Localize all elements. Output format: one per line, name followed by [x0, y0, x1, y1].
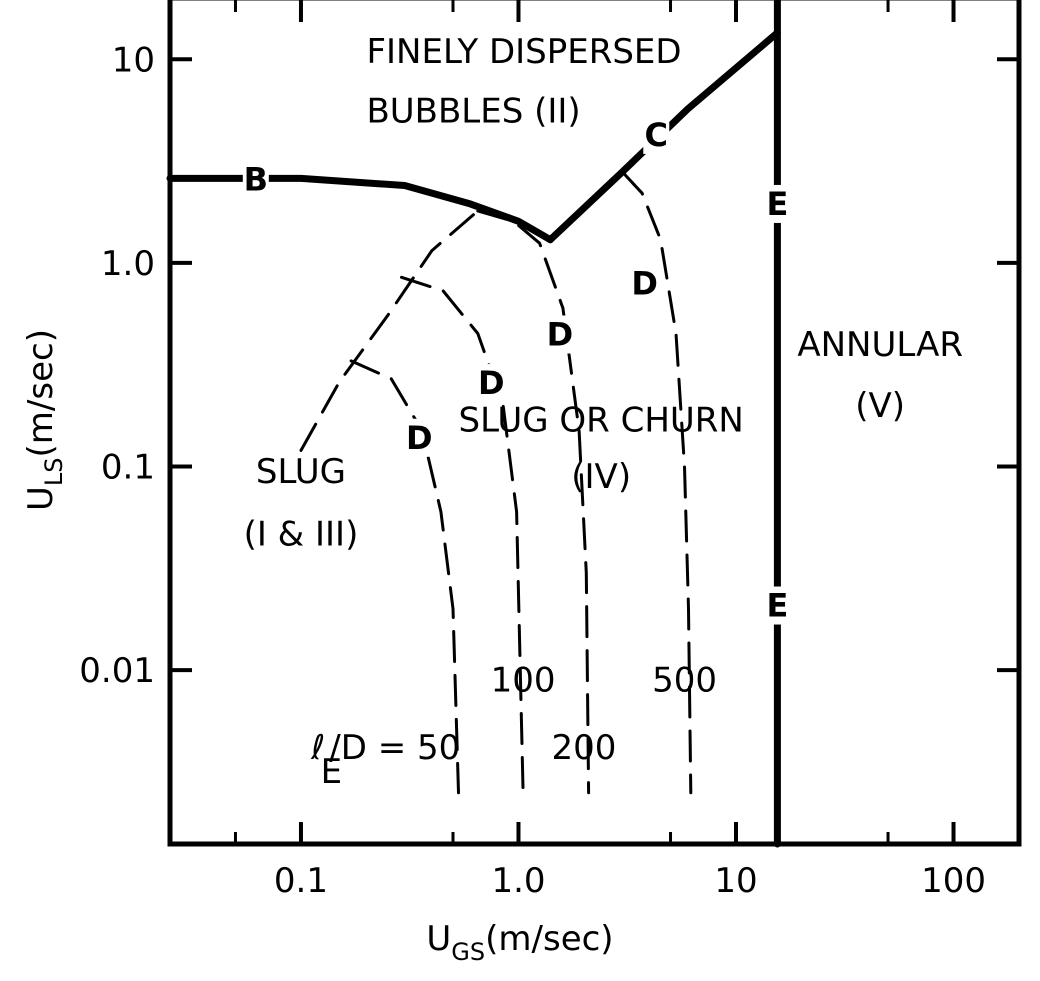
curve-label-e: E [766, 185, 788, 223]
region-label: BUBBLES (II) [366, 92, 580, 132]
boundary-curves [166, 0, 781, 848]
region-label: SLUG [256, 452, 346, 492]
region-label: (IV) [571, 457, 631, 497]
curve-label-bg [478, 364, 505, 403]
curve-label-d: D [631, 265, 658, 303]
region-label: SLUG OR CHURN [459, 401, 744, 441]
boundary-curve-d-6 [476, 209, 591, 795]
y-tick-label: 1.0 [101, 244, 155, 284]
y-axis-ticks: 0.01 0.1 1.0 10 [79, 40, 1019, 691]
curve-label-d: D [478, 364, 505, 402]
y-tick-label: 10 [112, 40, 155, 80]
curve-label-e: E [766, 587, 788, 625]
curve-label-bg [242, 160, 269, 199]
curve-label-bg [764, 184, 791, 223]
curve-label-e: E [321, 752, 342, 792]
boundary-curve-slug-limit-3 [299, 209, 480, 452]
x-tick-label: 10 [714, 861, 757, 901]
x-tick-label: 100 [921, 861, 986, 901]
curve-label-c: C [645, 116, 668, 154]
region-label: ANNULAR [797, 325, 963, 365]
boundary-curve-d-4 [349, 359, 460, 795]
boundary-curve-d-5 [400, 275, 525, 795]
curve-label-bg [546, 315, 573, 354]
boundary-curve-b-0 [166, 174, 554, 244]
region-annotations: FINELY DISPERSED BUBBLES (II) SLUG (I & III… [242, 32, 963, 792]
x-axis-ticks: 0.1 1.0 10 100 [233, 0, 986, 901]
y-tick-label: 0.01 [79, 651, 155, 691]
x-tick-label: 1.0 [491, 861, 545, 901]
x-axis-title: UGS(m/sec) [426, 919, 613, 966]
region-label: (V) [855, 386, 905, 426]
curve-label-bg [643, 115, 670, 154]
plot-frame [167, 0, 1022, 847]
curve-label-d: D [406, 419, 433, 457]
region-label: 500 [652, 660, 717, 700]
x-tick-label: 0.1 [274, 861, 328, 901]
curve-label-b: B [244, 160, 268, 198]
y-axis-title: ULS(m/sec) [21, 329, 68, 511]
curve-label-bg [631, 264, 658, 303]
region-label: FINELY DISPERSED [366, 32, 681, 72]
boundary-curve-d-7 [620, 170, 693, 795]
curve-label-bg [406, 418, 433, 457]
y-tick-label: 0.1 [101, 448, 155, 488]
region-label: (I & III) [244, 514, 359, 554]
curve-label-bg [764, 586, 791, 625]
region-label: 100 [491, 660, 556, 700]
curve-label-bg [318, 752, 345, 791]
region-label: 200 [552, 728, 617, 768]
curve-label-d: D [547, 316, 574, 354]
region-label: /D = 50 [329, 728, 460, 768]
